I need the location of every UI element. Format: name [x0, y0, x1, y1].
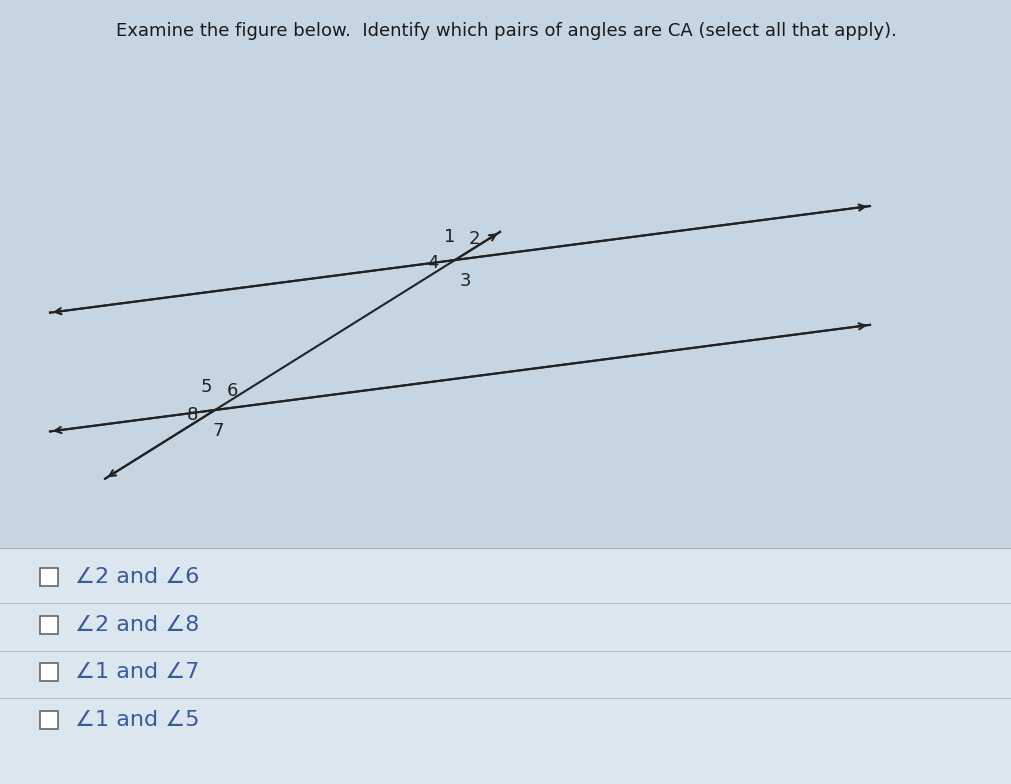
- Bar: [40, 568, 58, 586]
- Bar: [0, 548, 1011, 784]
- Text: 1: 1: [444, 228, 455, 246]
- Text: 6: 6: [226, 382, 239, 400]
- Text: 2: 2: [468, 230, 480, 248]
- Bar: [40, 711, 58, 729]
- Text: 5: 5: [200, 378, 211, 396]
- Bar: [40, 616, 58, 634]
- Text: ∠1 and ∠5: ∠1 and ∠5: [75, 710, 199, 730]
- Text: 4: 4: [427, 254, 439, 272]
- Bar: [40, 663, 58, 681]
- Text: Examine the figure below.  Identify which pairs of angles are CA (select all tha: Examine the figure below. Identify which…: [115, 22, 896, 40]
- Text: 8: 8: [186, 406, 198, 424]
- Text: ∠2 and ∠8: ∠2 and ∠8: [75, 615, 199, 635]
- Text: ∠1 and ∠7: ∠1 and ∠7: [75, 662, 199, 682]
- Text: 3: 3: [460, 272, 471, 290]
- Text: 7: 7: [212, 422, 223, 440]
- Text: ∠2 and ∠6: ∠2 and ∠6: [75, 567, 199, 587]
